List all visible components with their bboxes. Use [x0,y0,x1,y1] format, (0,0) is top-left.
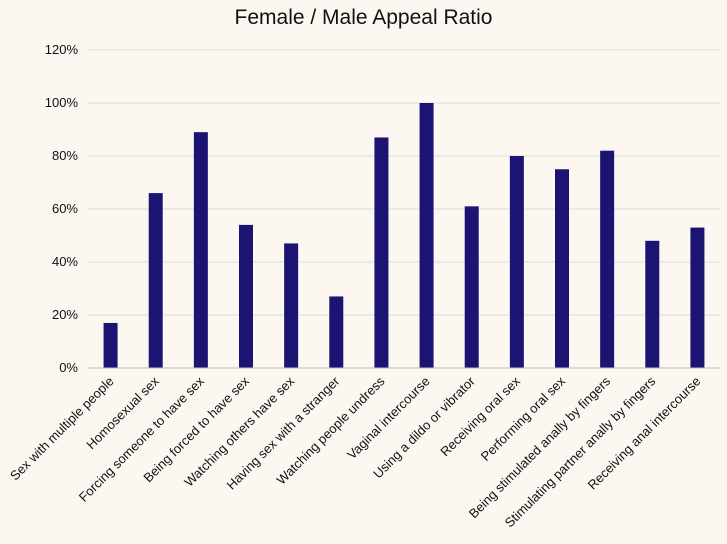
bar [374,137,389,368]
bar [555,169,569,368]
y-tick-label: 60% [52,201,78,216]
y-tick-label: 20% [52,307,78,322]
bar [600,150,615,368]
y-tick-label: 0% [59,360,78,375]
x-tick-label: Receiving oral sex [437,373,523,459]
bar [148,193,163,368]
bar [690,227,705,368]
gridlines [88,49,720,316]
bar [645,240,660,368]
bar [103,322,118,368]
bar [239,224,253,368]
bar [464,206,479,368]
bar [193,132,208,368]
y-tick-label: 80% [52,148,78,163]
x-tick-label: Performing oral sex [478,373,569,464]
y-tick-label: 100% [45,95,79,110]
bar [509,156,524,368]
bar [284,243,299,368]
chart-title: Female / Male Appeal Ratio [234,6,493,29]
y-tick-label: 120% [45,42,79,57]
y-tick-label: 40% [52,254,78,269]
y-axis-ticks: 0% 20% 40% 60% 80% 100% 120% [45,42,79,375]
bar [419,103,434,368]
bars [103,103,705,368]
bar [329,296,344,368]
x-tick-label: Vaginal intercourse [344,374,433,463]
